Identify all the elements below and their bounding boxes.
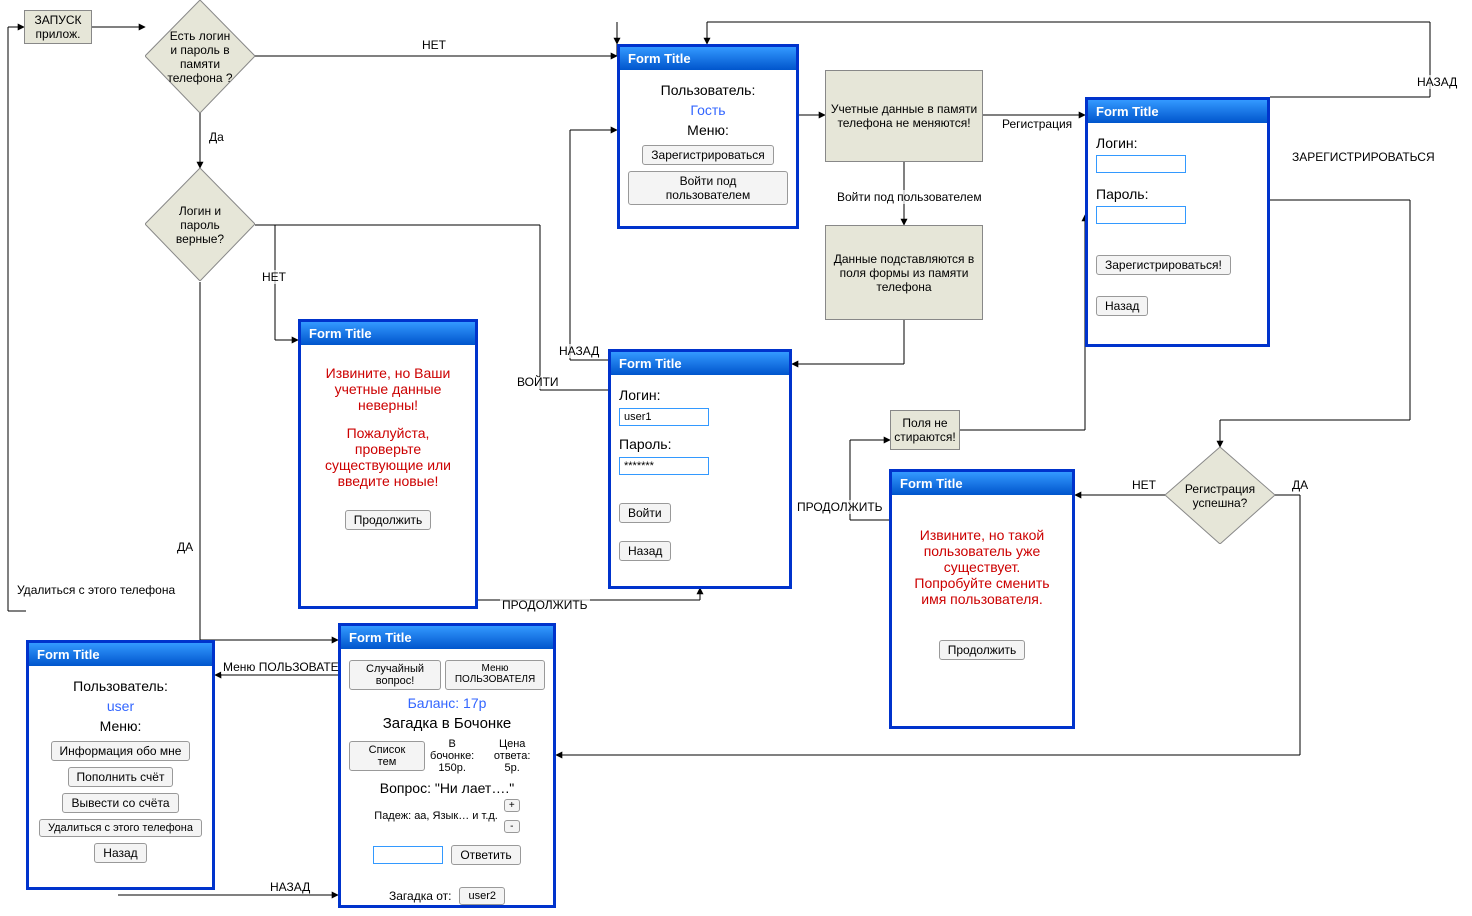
user-delete-edge-label: Удалиться с этого телефона: [15, 583, 177, 597]
user-form-title: Form Title: [29, 643, 212, 666]
user-menu-edge-label: Меню ПОЛЬЗОВАТЕЛЯ: [221, 660, 357, 674]
login-login-input[interactable]: user1: [619, 408, 709, 426]
quiz-form-title: Form Title: [341, 626, 553, 649]
memo1-reg-label: Регистрация: [1000, 117, 1074, 131]
user-exists-title: Form Title: [892, 472, 1072, 495]
d1-no-label: НЕТ: [420, 38, 448, 52]
error-creds-line2: Пожалуйста, проверьте существующие или в…: [313, 425, 463, 489]
user-form: Form Title Пользователь: user Меню: Инфо…: [26, 640, 215, 890]
memo-fields-kept: Поля не стираются!: [890, 410, 960, 450]
login-form-title: Form Title: [611, 352, 789, 375]
register-form: Form Title Логин: Пароль: Зарегистрирова…: [1085, 97, 1270, 347]
user-exists-form: Form Title Извините, но такой пользовате…: [889, 469, 1075, 729]
login-pass-input[interactable]: *******: [619, 457, 709, 475]
quiz-user-menu-btn[interactable]: Меню ПОЛЬЗОВАТЕЛЯ: [445, 660, 545, 690]
quiz-question: Вопрос: "Ни лает….": [349, 780, 545, 796]
quiz-heading: Загадка в Бочонке: [349, 715, 545, 732]
guest-user-label: Пользователь:: [628, 82, 788, 98]
guest-menu-label: Меню:: [628, 122, 788, 138]
quiz-random-btn[interactable]: Случайный вопрос!: [349, 660, 441, 690]
user-menu-label: Меню:: [37, 718, 204, 734]
quiz-topics-btn[interactable]: Список тем: [349, 741, 425, 771]
quiz-from-value[interactable]: user2: [459, 887, 505, 905]
quiz-minus-btn[interactable]: -: [504, 820, 520, 833]
guest-login-user-btn[interactable]: Войти под пользователем: [628, 171, 788, 205]
d1-yes-label: Да: [207, 130, 226, 144]
decision-credentials-valid: Логин и пароль верные?: [145, 168, 255, 281]
error-creds-continue-btn[interactable]: Продолжить: [345, 510, 432, 530]
register-login-label: Логин:: [1096, 135, 1259, 151]
user-exists-text: Извините, но такой пользователь уже суще…: [906, 527, 1058, 607]
reg-back-label: НАЗАД: [1415, 75, 1459, 89]
memo1-login-label: Войти под пользователем: [835, 190, 984, 204]
register-login-input[interactable]: [1096, 155, 1186, 173]
start-label: ЗАПУСК прилож.: [29, 13, 87, 41]
login-login-btn[interactable]: Войти: [619, 503, 671, 523]
d3-no-label: НЕТ: [1130, 478, 1158, 492]
quiz-pot-label: В бочонке:: [425, 738, 479, 762]
user-topup-btn[interactable]: Пополнить счёт: [68, 767, 174, 787]
error-creds-title: Form Title: [301, 322, 475, 345]
quiz-balance: Баланс: 17р: [349, 695, 545, 711]
memo-subst: Данные подставляются в поля формы из пам…: [825, 225, 983, 320]
user-user-value: user: [37, 698, 204, 714]
error-continue-label: ПРОДОЛЖИТЬ: [500, 598, 590, 612]
user-back-btn[interactable]: Назад: [94, 843, 146, 863]
guest-register-btn[interactable]: Зарегистрироваться: [642, 145, 773, 165]
memo-no-change: Учетные данные в памяти телефона не меня…: [825, 70, 983, 162]
quiz-plus-btn[interactable]: +: [504, 799, 520, 812]
quiz-answer-btn[interactable]: Ответить: [451, 845, 520, 865]
quiz-pot-value: 150р.: [425, 762, 479, 774]
register-pass-input[interactable]: [1096, 206, 1186, 224]
guest-user-value: Гость: [628, 102, 788, 118]
reg-submit-label: ЗАРЕГИСТРИРОВАТЬСЯ: [1290, 150, 1437, 164]
quiz-price-value: 5р.: [479, 762, 545, 774]
error-creds-line1: Извините, но Ваши учетные данные неверны…: [313, 365, 463, 413]
guest-form: Form Title Пользователь: Гость Меню: Зар…: [617, 44, 799, 229]
login-back-btn[interactable]: Назад: [619, 541, 671, 561]
register-form-title: Form Title: [1088, 100, 1267, 123]
user-info-btn[interactable]: Информация обо мне: [51, 741, 191, 761]
user-user-label: Пользователь:: [37, 678, 204, 694]
register-pass-label: Пароль:: [1096, 186, 1259, 202]
error-creds-form: Form Title Извините, но Ваши учетные дан…: [298, 319, 478, 609]
user-back-edge-label: НАЗАД: [268, 880, 312, 894]
user-exists-continue-label: ПРОДОЛЖИТЬ: [795, 500, 885, 514]
guest-form-title: Form Title: [620, 47, 796, 70]
login-form: Form Title Логин: user1 Пароль: ******* …: [608, 349, 792, 589]
d2-no-label: НЕТ: [260, 270, 288, 284]
user-withdraw-btn[interactable]: Вывести со счёта: [62, 793, 178, 813]
register-back-btn[interactable]: Назад: [1096, 296, 1148, 316]
user-delete-btn[interactable]: Удалиться с этого телефона: [39, 819, 202, 837]
quiz-from-label: Загадка от:: [389, 889, 451, 903]
login-back-label: НАЗАД: [557, 344, 601, 358]
decision-credentials-exist: Есть логин и пароль в памяти телефона ?: [145, 0, 255, 113]
login-pass-label: Пароль:: [619, 436, 781, 452]
d2-yes-label: ДА: [175, 540, 195, 554]
register-submit-btn[interactable]: Зарегистрироваться!: [1096, 255, 1231, 275]
quiz-answer-input[interactable]: [373, 846, 443, 864]
quiz-form: Form Title Случайный вопрос! Меню ПОЛЬЗО…: [338, 623, 556, 908]
quiz-hint: Падеж: аа, Язык… и т.д.: [374, 810, 498, 822]
user-exists-continue-btn[interactable]: Продолжить: [939, 640, 1026, 660]
login-enter-label: ВОЙТИ: [515, 375, 561, 389]
d3-yes-label: ДА: [1290, 478, 1310, 492]
quiz-price-label: Цена ответа:: [479, 738, 545, 762]
login-login-label: Логин:: [619, 387, 781, 403]
start-node: ЗАПУСК прилож.: [24, 10, 92, 44]
decision-reg-success: Регистрация успешна?: [1165, 447, 1275, 544]
